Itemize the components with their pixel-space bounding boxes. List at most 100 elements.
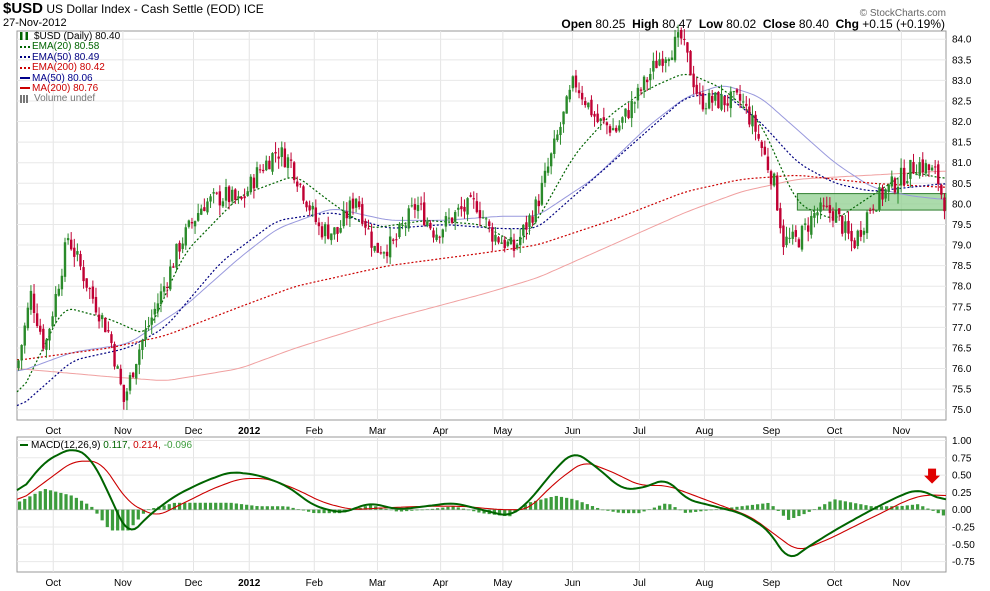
macd-histogram-bar — [394, 509, 398, 512]
legend-text: EMA(50) 80.49 — [32, 51, 100, 63]
macd-histogram-bar — [214, 502, 218, 510]
candle-body — [562, 111, 565, 125]
candle-body — [488, 221, 491, 227]
macd-histogram-bar — [570, 498, 574, 510]
macd-histogram-bar — [539, 499, 543, 510]
candle-body — [912, 161, 915, 174]
candle-body — [156, 303, 160, 312]
candle-body — [165, 286, 169, 288]
candle-body — [878, 187, 881, 210]
macd-histogram-bar — [921, 506, 925, 510]
price-y-tick-label: 82.0 — [952, 117, 972, 128]
candle-body — [255, 167, 259, 188]
ma200-line — [16, 170, 947, 381]
candle-body — [577, 90, 581, 94]
candle-body — [701, 93, 705, 110]
price-y-tick-label: 78.0 — [952, 282, 972, 293]
chg-value: +0.15 (+0.19%) — [862, 17, 945, 31]
candle-body — [645, 79, 649, 83]
candle-body — [868, 209, 872, 212]
price-y-tick-label: 82.5 — [952, 96, 972, 107]
candle-body — [813, 212, 816, 218]
candle-body — [82, 267, 85, 282]
instrument-name: US Dollar Index - Cash Settle (EOD) — [46, 2, 241, 16]
macd-histogram-bar — [363, 506, 367, 510]
candle-body — [754, 114, 757, 132]
candle-body — [351, 198, 355, 209]
candle-body — [797, 239, 801, 248]
candle-body — [392, 239, 395, 241]
candle-body — [649, 73, 652, 81]
macd-histogram-bar — [632, 509, 636, 514]
candle-body — [122, 384, 126, 402]
candle-body — [683, 38, 686, 40]
macd-histogram-bar — [410, 509, 414, 511]
candle-body — [265, 160, 268, 171]
macd-histogram-bar — [405, 509, 409, 512]
macd-histogram-bar — [523, 504, 527, 510]
candle-body — [457, 207, 460, 210]
candle-body — [339, 227, 342, 233]
candle-body — [283, 148, 287, 168]
macd-histogram-bar — [270, 506, 275, 510]
macd-histogram-bar — [95, 509, 99, 514]
macd-histogram-bar — [441, 507, 445, 510]
macd-histogram-bar — [90, 506, 94, 510]
legend-text: MA(50) 80.06 — [32, 72, 93, 84]
price-y-tick-label: 83.5 — [952, 55, 972, 66]
candle-body — [680, 29, 683, 39]
red-arrow-icon — [924, 468, 941, 484]
macd-histogram-bar — [322, 509, 326, 514]
candle-body — [110, 334, 113, 344]
candle-body — [438, 236, 441, 238]
candle-body — [633, 102, 636, 104]
macd-histogram-bar — [188, 502, 192, 510]
candle-body — [791, 231, 794, 239]
macd-x-tick-label: Nov — [114, 578, 132, 589]
candle-body — [590, 99, 593, 116]
macd-histogram-bar — [59, 492, 63, 510]
macd-histogram-bar — [472, 509, 476, 512]
price-x-tick-label: Mar — [369, 426, 387, 437]
macd-histogram-bar — [941, 509, 946, 516]
candle-body — [853, 240, 856, 249]
macd-histogram-bar — [136, 509, 140, 520]
candle-body — [512, 239, 516, 251]
candle-body — [66, 238, 70, 241]
candle-body — [76, 251, 79, 255]
candle-body — [85, 278, 88, 288]
price-y-tick-label: 79.5 — [952, 220, 972, 231]
candle-body — [500, 242, 503, 244]
candle-body — [943, 197, 946, 212]
candle-body — [602, 117, 606, 121]
candle-body — [104, 318, 107, 333]
legend-item: Volume undef — [20, 94, 120, 104]
legend-item: MA(200) 80.76 — [20, 83, 120, 94]
macd-histogram-bar — [559, 496, 564, 510]
macd-histogram-bar — [167, 504, 171, 510]
price-x-tick-label: Jul — [633, 426, 646, 437]
chart-date: 27-Nov-2012 — [3, 17, 67, 29]
macd-histogram-bar — [399, 509, 404, 512]
candle-body — [748, 106, 751, 125]
macd-histogram-bar — [766, 502, 770, 510]
candle-body — [206, 201, 209, 213]
price-x-tick-label: Nov — [893, 426, 911, 437]
macd-histogram-bar — [466, 509, 471, 511]
candle-body — [42, 328, 45, 349]
price-y-tick-label: 78.5 — [952, 261, 972, 272]
macd-histogram-bar — [792, 509, 796, 518]
macd-histogram-bar — [534, 500, 538, 510]
legend-key-icon — [20, 32, 28, 41]
legend-key-icon — [20, 66, 30, 69]
macd-histogram-bar — [43, 489, 47, 510]
candle-body — [398, 224, 401, 238]
candle-body — [385, 251, 389, 257]
chg-label: Chg — [835, 17, 859, 31]
macd-histogram-bar — [208, 502, 213, 510]
candle-body — [732, 91, 736, 93]
macd-histogram-bar — [786, 509, 791, 520]
candle-body — [927, 164, 931, 171]
candle-body — [729, 91, 732, 109]
macd-histogram-bar — [575, 500, 579, 510]
